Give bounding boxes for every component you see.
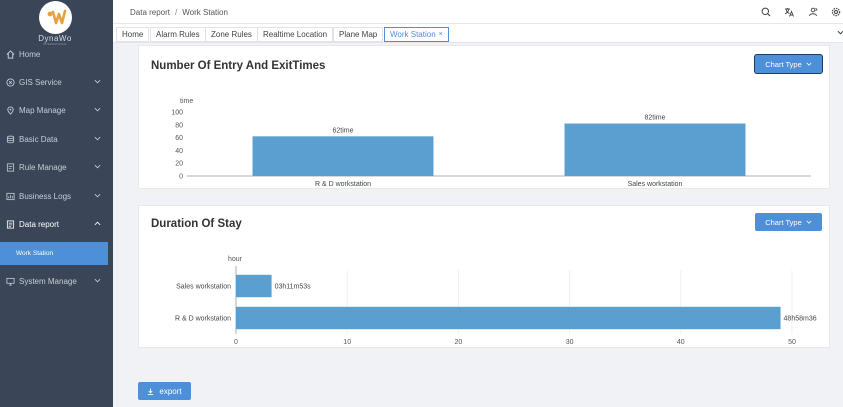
logo-subtext: INTERNATIONAL (43, 42, 67, 46)
chart-type-button[interactable]: Chart Type (755, 55, 822, 73)
gis-icon (6, 77, 15, 87)
panel-title: Duration Of Stay (151, 218, 242, 230)
map-pin-icon (6, 106, 15, 115)
y-tick-label: 0 (179, 174, 183, 181)
data-label: 03h11m53s (275, 284, 312, 291)
breadcrumb-item[interactable]: Data report (130, 8, 171, 17)
x-tick-label: Sales workstation (628, 181, 683, 188)
export-label: export (159, 386, 182, 396)
database-icon (6, 135, 15, 144)
x-tick-label: 0 (234, 339, 238, 346)
panel-title: Number Of Entry And ExitTimes (151, 60, 326, 72)
sidebar-item-label: Data report (19, 219, 60, 229)
duration-bar-chart: hour 0 10 20 30 40 50 03h11m53s Sales workstatio… (175, 256, 817, 346)
data-label: 62time (332, 127, 353, 134)
chart-type-label: Chart Type (765, 217, 802, 227)
report-icon (6, 219, 15, 229)
chevron-down-icon (806, 220, 812, 224)
chevron-down-icon (94, 136, 101, 141)
tab-alarm-rules[interactable]: Alarm Rules (150, 27, 206, 42)
sidebar-item-label: Map Manage (19, 105, 66, 115)
sidebar-item-gis-service[interactable]: GIS Service (0, 72, 113, 92)
x-tick-label: R & D workstation (315, 181, 371, 188)
sidebar-item-data-report[interactable]: Data report (0, 214, 113, 234)
tab-realtime-location[interactable]: Realtime Location (257, 27, 334, 42)
y-tick-label: R & D workstation (175, 316, 231, 323)
sidebar-item-basic-data[interactable]: Basic Data (0, 129, 113, 149)
data-label: 82time (644, 115, 665, 122)
breadcrumb: Data report / Work Station (130, 8, 228, 17)
bar (236, 306, 781, 330)
sidebar-item-business-logs[interactable]: Business Logs (0, 186, 113, 206)
sidebar-item-rule-manage[interactable]: Rule Manage (0, 157, 113, 177)
chevron-down-icon (94, 164, 101, 169)
x-tick-label: 10 (343, 339, 351, 346)
x-tick-label: 50 (788, 339, 796, 346)
bar (252, 136, 434, 176)
logs-icon (6, 192, 15, 201)
logo: DynaWo INTERNATIONAL (0, 0, 113, 46)
home-icon (6, 49, 15, 59)
chevron-down-icon[interactable] (837, 29, 843, 36)
tab-home[interactable]: Home (116, 27, 150, 42)
user-switch-icon[interactable] (808, 7, 818, 17)
search-icon[interactable] (761, 7, 771, 17)
entry-exit-panel: Number Of Entry And ExitTimes Chart Type… (138, 45, 830, 189)
logo-text: DynaWo (38, 34, 72, 43)
y-tick-label: 60 (175, 135, 183, 142)
close-icon[interactable]: × (438, 31, 443, 38)
tab-zone-rules[interactable]: Zone Rules (205, 27, 258, 42)
tab-bar: Home Alarm Rules Zone Rules Realtime Loc… (113, 24, 843, 43)
x-tick-label: 30 (566, 339, 574, 346)
bar (236, 274, 272, 298)
translate-icon[interactable] (784, 7, 794, 17)
gear-icon[interactable] (831, 7, 841, 17)
chevron-down-icon (94, 79, 101, 84)
tab-work-station[interactable]: Work Station × (384, 27, 449, 42)
export-icon (148, 387, 154, 395)
sidebar-item-label: Home (19, 49, 41, 59)
sidebar-item-label: Business Logs (19, 191, 72, 201)
export-button[interactable]: export (138, 382, 191, 400)
top-header: Data report / Work Station (113, 0, 843, 24)
chart-type-button[interactable]: Chart Type (755, 213, 822, 231)
y-tick-label: 80 (175, 122, 183, 129)
x-tick-label: 40 (677, 339, 685, 346)
sidebar-item-map-manage[interactable]: Map Manage (0, 100, 113, 120)
logo-mark (39, 1, 72, 34)
data-label: 48h58m36 (784, 316, 817, 323)
chevron-up-icon (94, 221, 101, 226)
y-tick-label: 20 (175, 161, 183, 168)
sidebar-subitem-work-station[interactable]: Work Station (0, 242, 108, 265)
y-axis-label: time (180, 98, 193, 105)
chevron-down-icon (94, 193, 101, 198)
duration-panel: Duration Of Stay Chart Type hour 0 10 20 30 4… (138, 205, 830, 348)
chevron-down-icon (94, 278, 101, 283)
y-tick-label: 100 (171, 110, 183, 117)
breadcrumb-separator: / (175, 8, 178, 17)
monitor-icon (6, 277, 15, 286)
x-axis-label: hour (228, 256, 243, 263)
sidebar-item-label: GIS Service (19, 77, 62, 87)
chevron-down-icon (94, 107, 101, 112)
tab-label: Work Station (390, 30, 436, 39)
breadcrumb-current: Work Station (182, 8, 228, 17)
chevron-down-icon (806, 62, 812, 66)
y-tick-label: Sales workstation (176, 284, 231, 291)
sidebar-item-label: System Manage (19, 276, 77, 286)
x-tick-label: 20 (455, 339, 463, 346)
sidebar-item-home[interactable]: Home (0, 44, 113, 64)
sidebar: DynaWo INTERNATIONAL Home GIS Service Ma… (0, 0, 113, 407)
sidebar-item-label: Basic Data (19, 134, 58, 144)
tab-plane-map[interactable]: Plane Map (333, 27, 384, 42)
entry-exit-bar-chart: time 0 20 40 60 80 100 62time R & D workstation 8… (171, 98, 811, 188)
sidebar-item-system-manage[interactable]: System Manage (0, 271, 113, 291)
rule-doc-icon (6, 162, 15, 172)
sidebar-item-label: Rule Manage (19, 162, 67, 172)
chart-type-label: Chart Type (765, 59, 802, 69)
bar (564, 123, 746, 176)
y-tick-label: 40 (175, 148, 183, 155)
